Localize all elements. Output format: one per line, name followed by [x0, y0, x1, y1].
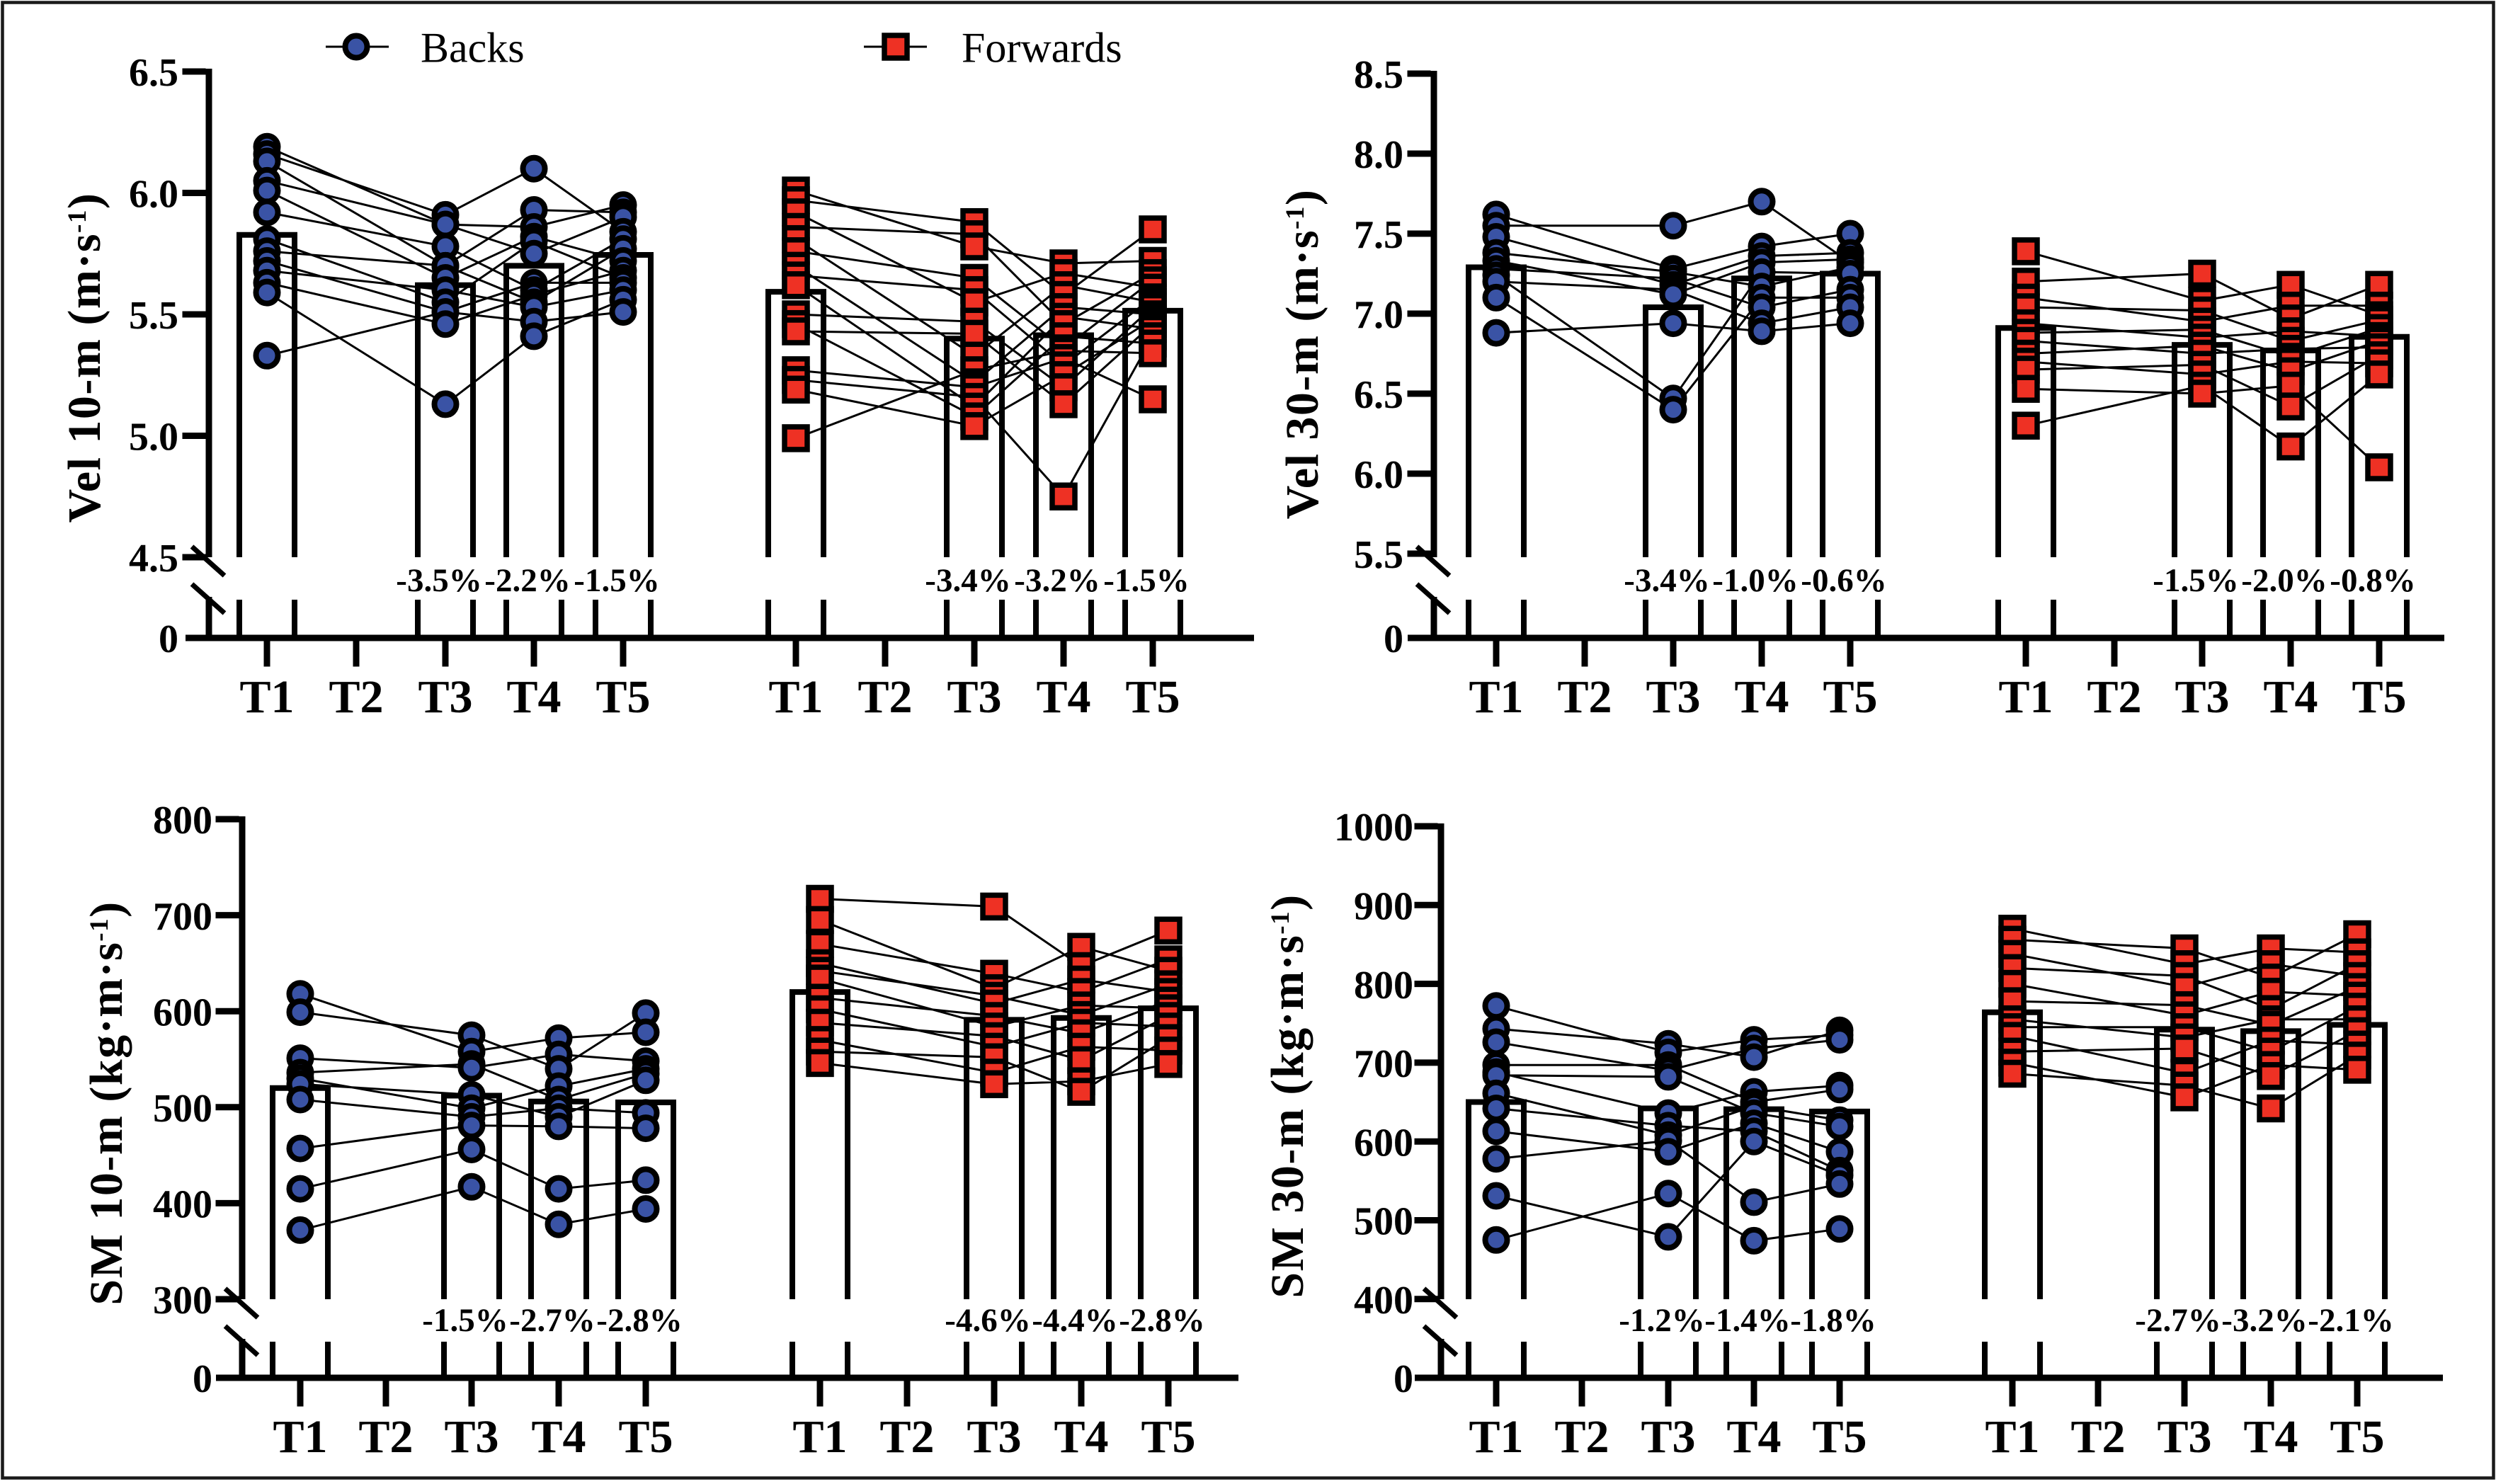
svg-text:900: 900 — [1354, 884, 1413, 928]
svg-text:T5: T5 — [1125, 671, 1180, 723]
svg-text:800: 800 — [153, 799, 212, 843]
svg-text:T3: T3 — [2175, 671, 2229, 723]
svg-text:-0.6%: -0.6% — [1801, 562, 1886, 599]
svg-text:-2.8%: -2.8% — [596, 1302, 682, 1339]
svg-text:T2: T2 — [1554, 1411, 1609, 1463]
svg-text:T5: T5 — [618, 1411, 673, 1463]
svg-text:-2.0%: -2.0% — [2241, 562, 2327, 599]
svg-text:T4: T4 — [531, 1411, 586, 1463]
svg-text:-2.7%: -2.7% — [509, 1302, 595, 1339]
svg-text:-3.4%: -3.4% — [1624, 562, 1709, 599]
svg-text:-4.4%: -4.4% — [1032, 1302, 1117, 1339]
svg-text:-2.8%: -2.8% — [1119, 1302, 1204, 1339]
svg-text:5.0: 5.0 — [129, 416, 178, 460]
svg-text:T5: T5 — [1812, 1411, 1867, 1463]
svg-text:T1: T1 — [1469, 671, 1523, 723]
svg-text:T1: T1 — [768, 671, 823, 723]
svg-text:T3: T3 — [1646, 671, 1700, 723]
svg-text:T2: T2 — [2087, 671, 2141, 723]
svg-text:Vel 10-m (m·s-1): Vel 10-m (m·s-1) — [59, 193, 110, 523]
svg-text:-1.5%: -1.5% — [1103, 562, 1189, 599]
svg-text:T1: T1 — [273, 1411, 327, 1463]
svg-text:0: 0 — [1384, 617, 1403, 661]
svg-text:500: 500 — [153, 1087, 212, 1131]
svg-text:T5: T5 — [595, 671, 650, 723]
svg-text:-1.5%: -1.5% — [422, 1302, 508, 1339]
svg-text:-0.8%: -0.8% — [2330, 562, 2415, 599]
svg-text:5.5: 5.5 — [1354, 533, 1403, 577]
svg-text:500: 500 — [1354, 1200, 1413, 1244]
svg-text:T2: T2 — [1557, 671, 1612, 723]
svg-text:T4: T4 — [1734, 671, 1789, 723]
svg-text:8.5: 8.5 — [1354, 53, 1403, 97]
svg-text:1000: 1000 — [1334, 806, 1413, 850]
svg-text:8.0: 8.0 — [1354, 133, 1403, 177]
svg-text:-3.4%: -3.4% — [925, 562, 1010, 599]
svg-text:SM 10-m (kg·m·s-1): SM 10-m (kg·m·s-1) — [81, 901, 132, 1305]
svg-text:T5: T5 — [1823, 671, 1877, 723]
svg-text:300: 300 — [153, 1279, 212, 1323]
svg-text:T2: T2 — [879, 1411, 934, 1463]
svg-text:-1.8%: -1.8% — [1790, 1302, 1876, 1339]
svg-text:-1.4%: -1.4% — [1704, 1302, 1790, 1339]
svg-text:T4: T4 — [1726, 1411, 1781, 1463]
svg-text:-1.5%: -1.5% — [574, 562, 659, 599]
svg-text:T3: T3 — [947, 671, 1001, 723]
svg-text:T1: T1 — [792, 1411, 847, 1463]
svg-text:T5: T5 — [2352, 671, 2406, 723]
svg-text:0: 0 — [159, 617, 178, 661]
svg-text:-4.6%: -4.6% — [945, 1302, 1030, 1339]
svg-text:T3: T3 — [967, 1411, 1021, 1463]
svg-text:-2.7%: -2.7% — [2135, 1302, 2221, 1339]
svg-text:6.5: 6.5 — [129, 51, 178, 95]
svg-text:-3.5%: -3.5% — [396, 562, 481, 599]
svg-text:7.5: 7.5 — [1354, 213, 1403, 257]
svg-text:600: 600 — [1354, 1121, 1413, 1165]
svg-text:600: 600 — [153, 991, 212, 1034]
svg-text:5.5: 5.5 — [129, 294, 178, 338]
svg-text:400: 400 — [153, 1183, 212, 1227]
svg-text:T4: T4 — [2243, 1411, 2298, 1463]
svg-text:T3: T3 — [418, 671, 472, 723]
svg-text:T1: T1 — [1469, 1411, 1523, 1463]
svg-text:T5: T5 — [2330, 1411, 2384, 1463]
svg-text:700: 700 — [1354, 1042, 1413, 1086]
svg-text:800: 800 — [1354, 964, 1413, 1008]
svg-text:6.0: 6.0 — [1354, 453, 1403, 497]
svg-text:T4: T4 — [1054, 1411, 1108, 1463]
svg-text:T3: T3 — [444, 1411, 498, 1463]
svg-text:400: 400 — [1354, 1279, 1413, 1323]
svg-text:-1.2%: -1.2% — [1619, 1302, 1704, 1339]
svg-text:-2.2%: -2.2% — [484, 562, 570, 599]
svg-text:-3.2%: -3.2% — [1014, 562, 1100, 599]
svg-text:6.0: 6.0 — [129, 173, 178, 217]
svg-text:0: 0 — [193, 1357, 212, 1401]
svg-text:T3: T3 — [1641, 1411, 1695, 1463]
svg-text:T1: T1 — [1985, 1411, 2039, 1463]
svg-text:T2: T2 — [329, 671, 383, 723]
svg-text:T5: T5 — [1141, 1411, 1195, 1463]
svg-text:T2: T2 — [358, 1411, 413, 1463]
svg-text:-3.2%: -3.2% — [2221, 1302, 2307, 1339]
svg-text:Vel 30-m (m·s-1): Vel 30-m (m·s-1) — [1277, 189, 1328, 520]
svg-text:4.5: 4.5 — [129, 537, 178, 581]
svg-text:Forwards: Forwards — [962, 25, 1122, 72]
svg-text:Backs: Backs — [421, 25, 525, 72]
svg-text:T1: T1 — [1998, 671, 2053, 723]
svg-text:T4: T4 — [2263, 671, 2318, 723]
svg-text:T4: T4 — [506, 671, 561, 723]
svg-text:700: 700 — [153, 895, 212, 939]
svg-text:T2: T2 — [857, 671, 912, 723]
svg-text:6.5: 6.5 — [1354, 373, 1403, 417]
svg-text:T2: T2 — [2070, 1411, 2125, 1463]
svg-text:-2.1%: -2.1% — [2308, 1302, 2393, 1339]
svg-text:7.0: 7.0 — [1354, 293, 1403, 337]
svg-text:T4: T4 — [1036, 671, 1090, 723]
svg-text:T1: T1 — [239, 671, 294, 723]
svg-text:-1.5%: -1.5% — [2153, 562, 2238, 599]
svg-text:0: 0 — [1394, 1357, 1413, 1401]
svg-text:SM 30-m (kg·m·s-1): SM 30-m (kg·m·s-1) — [1262, 894, 1313, 1298]
svg-text:-1.0%: -1.0% — [1712, 562, 1798, 599]
svg-text:T3: T3 — [2157, 1411, 2211, 1463]
